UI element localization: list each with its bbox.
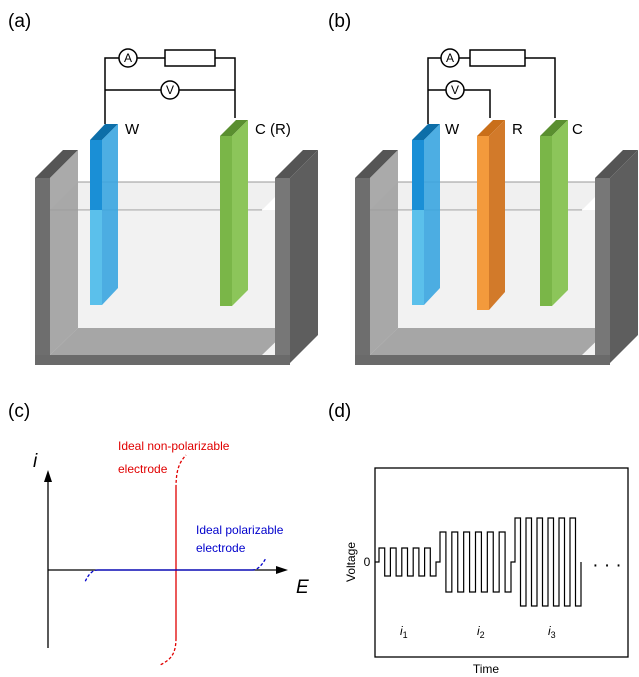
curve-label: Ideal non-polarizable bbox=[118, 439, 230, 453]
electrode-label: C (R) bbox=[255, 121, 291, 138]
electrode-c bbox=[220, 120, 248, 306]
ammeter: A bbox=[124, 51, 132, 65]
waveform bbox=[375, 518, 581, 606]
segment-sub: 2 bbox=[480, 630, 485, 640]
segment-label: i3 bbox=[548, 624, 556, 640]
y-axis-label: Voltage bbox=[344, 542, 358, 582]
zero-label: 0 bbox=[364, 555, 371, 569]
electrode-label: W bbox=[445, 121, 460, 138]
non-polarizable-curve bbox=[160, 455, 186, 665]
electrode-w bbox=[412, 124, 440, 305]
figure: (a) A V W C (R) (b) A V bbox=[0, 0, 639, 677]
segment-label: i1 bbox=[400, 624, 408, 640]
segment-label: i2 bbox=[477, 624, 485, 640]
x-axis-label: Time bbox=[473, 662, 500, 676]
x-axis-label: E bbox=[296, 577, 309, 598]
electrode-w bbox=[90, 124, 118, 305]
panel-label: (d) bbox=[328, 401, 351, 422]
tank bbox=[35, 150, 318, 365]
electrode-r bbox=[477, 120, 505, 310]
segment-sub: 1 bbox=[403, 630, 408, 640]
panel-label: (b) bbox=[328, 11, 351, 32]
segment-sub: 3 bbox=[551, 630, 556, 640]
electrode-label: R bbox=[512, 121, 523, 138]
panel-label: (a) bbox=[8, 11, 31, 32]
axes bbox=[44, 470, 288, 648]
electrode-c bbox=[540, 120, 568, 306]
curve-label: Ideal polarizable bbox=[196, 523, 284, 537]
electrode-label: W bbox=[125, 121, 140, 138]
y-axis-label: i bbox=[33, 451, 38, 472]
electrode-label: C bbox=[572, 121, 583, 138]
voltmeter: V bbox=[166, 83, 174, 97]
curve-label: electrode bbox=[118, 462, 168, 476]
panel-label: (c) bbox=[8, 401, 30, 422]
ellipsis: · · · bbox=[592, 555, 622, 576]
voltmeter: V bbox=[451, 83, 459, 97]
curve-label: electrode bbox=[196, 541, 246, 555]
ammeter: A bbox=[446, 51, 454, 65]
